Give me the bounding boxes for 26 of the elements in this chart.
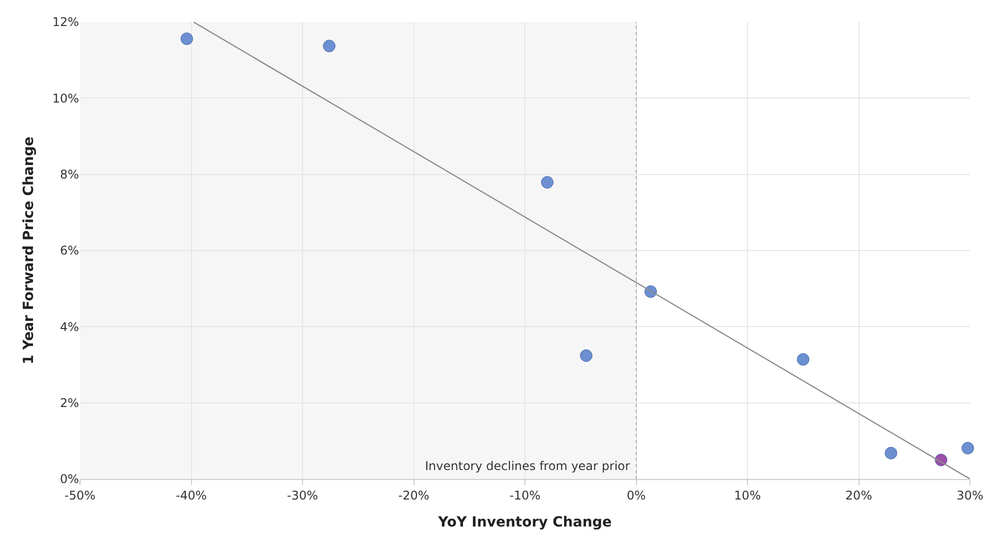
y-tick-label: 10%	[52, 91, 79, 106]
x-axis-title: YoY Inventory Change	[437, 514, 612, 531]
y-tick-label: 2%	[60, 396, 79, 410]
point	[541, 176, 554, 189]
x-tick-label: -20%	[398, 488, 430, 502]
y-tick-label: 4%	[60, 320, 79, 334]
band-label: Inventory declines from year prior	[425, 459, 630, 473]
point	[962, 442, 974, 454]
point	[884, 446, 898, 460]
y-axis-title: 1 Year Forward Price Change	[20, 136, 37, 364]
y-tick-label: 0%	[60, 472, 79, 486]
point	[322, 40, 336, 52]
x-tick-label: 20%	[845, 488, 872, 502]
x-tick-label: 0%	[626, 488, 646, 502]
x-tick-label: 10%	[734, 488, 761, 502]
x-tick-label: -10%	[509, 488, 541, 502]
y-tick-label: 12%	[52, 15, 79, 30]
y-tick-label: 6%	[60, 244, 79, 258]
x-tick-label: -50%	[64, 488, 96, 502]
x-tick-label: 30%	[956, 488, 984, 502]
y-tick-label: 8%	[60, 168, 79, 182]
x-tick-label: -30%	[286, 488, 318, 502]
point	[180, 32, 194, 46]
x-tick-label: -40%	[176, 488, 207, 502]
point	[796, 353, 810, 366]
point	[580, 349, 592, 362]
